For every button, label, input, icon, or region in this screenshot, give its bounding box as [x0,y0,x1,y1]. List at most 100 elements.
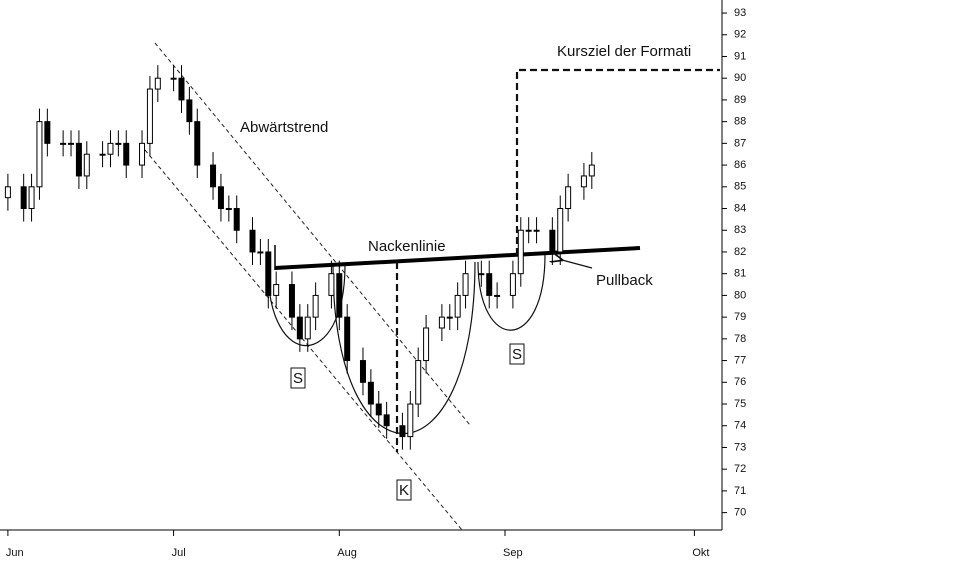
candle-body [494,294,501,297]
annotation: Pullback [596,272,653,289]
candle-body [588,164,595,177]
candle-body [328,273,335,296]
candle-body [580,175,587,188]
candle-body [28,186,35,210]
y-tick-label: 78 [734,333,746,345]
price-target [515,68,720,255]
candle-body [36,121,43,188]
x-tick-label: Jul [172,547,186,559]
y-tick-label: 80 [734,289,746,301]
candle-body [186,99,193,123]
y-tick-label: 73 [734,441,746,453]
label-box [396,479,412,501]
y-tick-label: 74 [734,420,746,432]
candle-body [83,153,90,177]
candle-body [359,360,366,383]
candle-body [525,229,532,232]
x-tick-label: Jun [6,547,24,559]
head-arc [332,261,476,434]
pullback-arrow [562,260,593,269]
y-tick-label: 79 [734,311,746,323]
annotation: K [399,482,409,499]
candle-body [509,273,516,296]
candle-body [44,121,51,144]
label-box [509,343,525,365]
annotation: S [512,346,522,363]
neckline [274,246,641,270]
candle-body [194,121,201,166]
candle-body [344,316,351,362]
candle-body [367,381,374,405]
label-box [290,367,306,389]
annotation: S [293,370,303,387]
candle-body [565,186,572,210]
candle-body [4,186,11,199]
y-tick-label: 70 [734,507,746,519]
candle-body [549,229,556,253]
candle-body [399,425,406,438]
annotation: Abwärtstrend [240,119,328,136]
upper-trend-line [154,42,471,426]
plot [4,65,595,450]
candle-body [75,142,82,177]
candle-body [217,186,224,210]
lower-trend-line [144,149,463,531]
y-tick-label: 93 [734,7,746,19]
candle-body [336,273,343,318]
candle-body [478,273,485,276]
candle-body [107,142,114,155]
candle-body [68,142,75,145]
x-tick-label: Okt [692,547,709,559]
candle-body [304,316,311,340]
candle-body [557,208,564,253]
candle-body [257,251,264,254]
annotation: Kursziel der Formati [557,43,691,60]
candle-body [462,273,469,296]
candle-body [99,153,106,156]
annotation: Nackenlinie [368,238,446,255]
candle-body [296,316,303,340]
candle-body [170,77,177,80]
y-tick-label: 76 [734,376,746,388]
y-tick-label: 72 [734,463,746,475]
y-tick-label: 86 [734,159,746,171]
y-tick-label: 88 [734,116,746,128]
candle-body [178,77,185,101]
y-tick-label: 87 [734,137,746,149]
y-tick-label: 82 [734,246,746,258]
candle-body [249,229,256,253]
x-tick-label: Aug [337,547,357,559]
candle-body [423,327,430,362]
candle-body [438,316,445,329]
y-tick-label: 89 [734,94,746,106]
y-tick-label: 77 [734,354,746,366]
candle-body [375,403,382,416]
y-tick-label: 90 [734,72,746,84]
x-tick-label: Sep [503,547,523,559]
candle-body [288,284,295,318]
y-tick-label: 81 [734,268,746,280]
candle-body [154,77,161,90]
candle-body [146,88,153,144]
candle-body [225,208,232,211]
candle-body [233,208,240,231]
candle-body [407,403,414,438]
candle-body [265,251,272,296]
candle-body [312,294,319,318]
candle-body [20,186,27,210]
y-tick-label: 85 [734,181,746,193]
y-tick-label: 83 [734,224,746,236]
candle-body [533,229,540,232]
candle-body [446,316,453,319]
right-shoulder-arc [477,254,546,331]
candle-body [123,142,130,166]
candle-body [415,360,422,405]
y-tick-label: 75 [734,398,746,410]
y-tick-label: 71 [734,485,746,497]
candle-body [115,142,122,145]
candle-body [139,142,146,166]
candle-body [383,414,390,427]
candle-body [486,273,493,296]
candle-body [210,164,217,188]
